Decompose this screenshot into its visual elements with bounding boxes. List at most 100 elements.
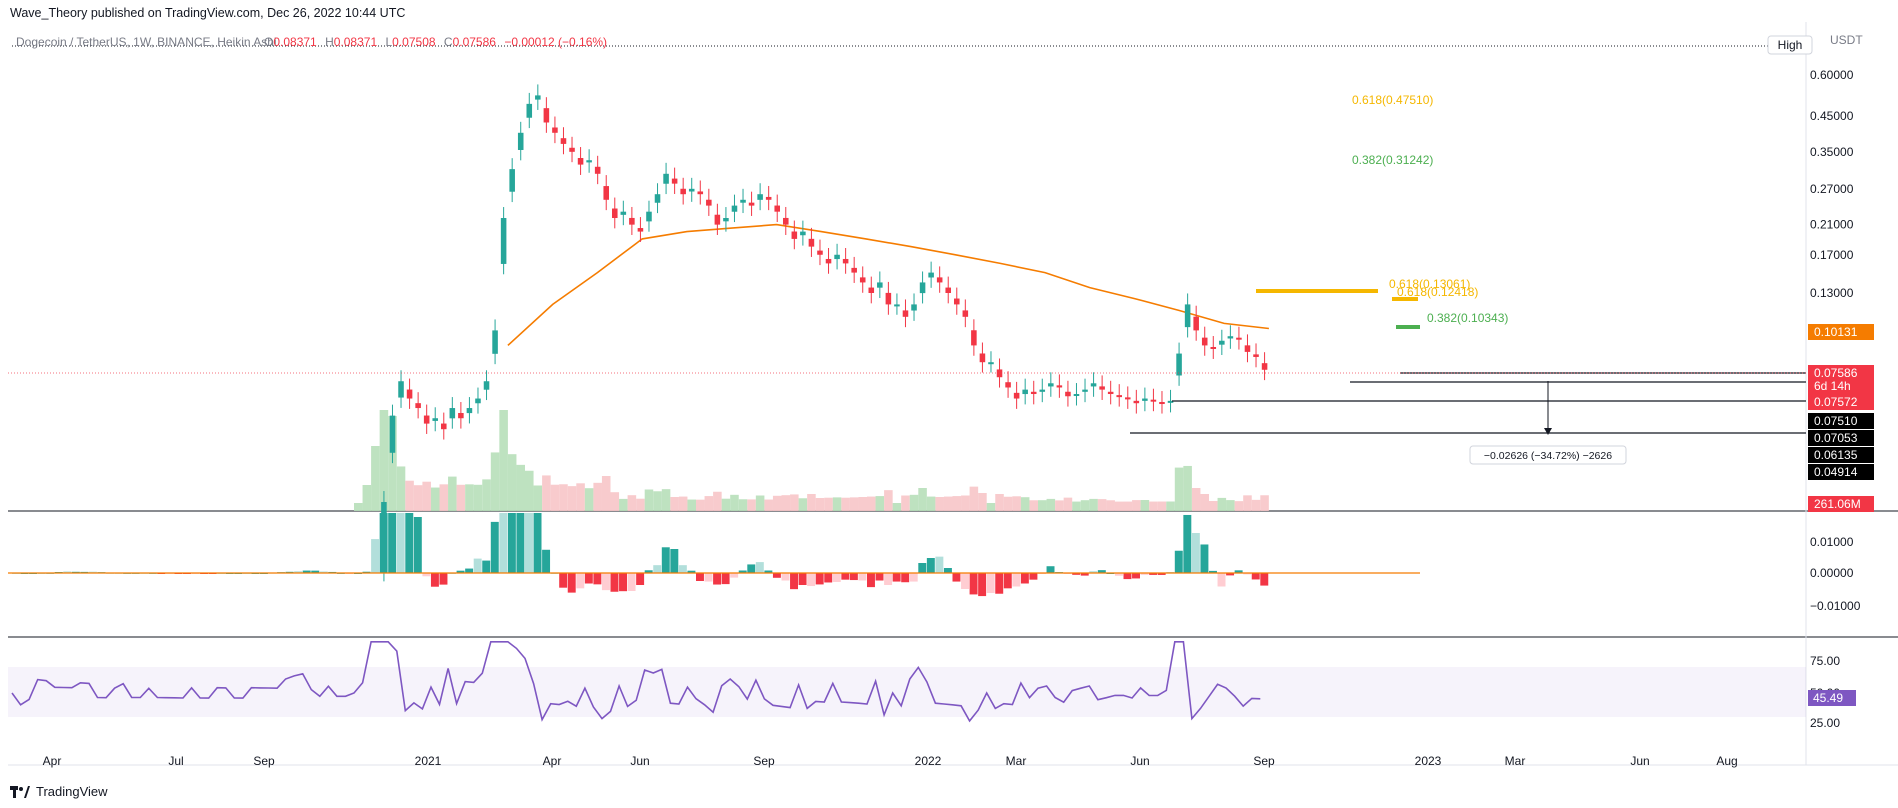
volume-bar (841, 497, 850, 511)
volume-bar (1191, 488, 1201, 511)
volume-bar (1260, 495, 1269, 511)
volume-bar (952, 496, 962, 511)
candle-body (1082, 389, 1088, 392)
candle-body (586, 160, 592, 163)
time-axis[interactable]: Apr Jul Sep 2021 Apr Jun Sep 2022 Mar Jun Sep 2023 M… (43, 754, 1738, 768)
candle-body (432, 418, 438, 421)
volume-bar (986, 503, 996, 511)
price-badge-label: 0.06135 (1814, 448, 1858, 462)
candle-body (954, 298, 960, 305)
price-tick-label: 0.45000 (1810, 109, 1854, 123)
macd-histogram-bar (627, 573, 636, 591)
volume-bar (781, 495, 791, 511)
volume-bar (1243, 495, 1252, 511)
volume-bar (422, 481, 431, 511)
candle-body (1227, 336, 1234, 339)
macd-histogram-bar (1140, 573, 1149, 575)
candle-body (928, 272, 934, 278)
macd-histogram-bar (319, 571, 328, 573)
macd-histogram-bar (884, 573, 893, 585)
time-tick-label: Apr (43, 754, 62, 768)
volume-bar (943, 496, 953, 511)
volume-bar (713, 491, 722, 511)
time-tick-label: Jun (1130, 754, 1149, 768)
volume-bar (1226, 500, 1235, 511)
volume-bar (670, 497, 679, 511)
volume-bar (430, 487, 440, 511)
volume-bar (1234, 501, 1244, 511)
fib-zone (1392, 297, 1418, 301)
macd-histogram-bar (849, 573, 858, 581)
rsi-series (11, 640, 1261, 723)
macd-histogram-bar (1114, 573, 1123, 576)
candle-body (406, 389, 413, 399)
macd-histogram-bar (730, 573, 739, 578)
macd-histogram-bar (824, 573, 833, 583)
candle-body (1176, 353, 1182, 376)
volume-bar (995, 494, 1004, 511)
macd-axis[interactable]: 0.01000 0.00000 −0.01000 (1810, 535, 1861, 613)
candle-body (415, 403, 421, 409)
legend-ohlc: O0.08371 H0.08371 L0.07508 C0.07586 −0.0… (264, 35, 607, 49)
candle-body (919, 282, 926, 294)
macd-histogram-bar (88, 571, 97, 573)
macd-histogram-bar (747, 564, 756, 573)
price-badge-label: 0.07510 (1814, 414, 1858, 428)
candle-body (1236, 337, 1242, 340)
candle-body (783, 217, 789, 225)
rsi-tick-label: 25.00 (1810, 716, 1840, 730)
candle-body (475, 398, 481, 404)
macd-histogram-bar (653, 565, 662, 573)
footer-brand[interactable]: TradingView (10, 784, 108, 799)
volume-bar (473, 484, 483, 511)
macd-histogram-bar (1226, 573, 1235, 576)
volume-bar (1029, 500, 1038, 511)
volume-bar (1132, 500, 1141, 511)
candle-body (1167, 400, 1174, 403)
time-tick-label: Mar (1505, 754, 1526, 768)
volume-bar (354, 503, 363, 511)
macd-histogram-bar (584, 573, 593, 584)
volume-bar (1046, 498, 1056, 511)
volume-bar (961, 495, 970, 511)
macd-histogram-bar (379, 513, 388, 573)
macd-histogram-bar (995, 573, 1004, 594)
volume-bar (721, 498, 731, 511)
time-tick-label: Sep (753, 754, 775, 768)
macd-histogram-bar (302, 570, 311, 573)
candle-body (936, 277, 943, 283)
volume-bar (405, 480, 414, 511)
macd-histogram-bar (1020, 573, 1029, 584)
price-tick-label: 0.27000 (1810, 182, 1854, 196)
candle-body (646, 211, 652, 222)
macd-histogram-bar (473, 558, 482, 573)
volume-bar (1114, 501, 1124, 511)
candle-body (423, 415, 430, 424)
horizontal-lines (1130, 372, 1806, 434)
macd-histogram-bar (781, 573, 790, 581)
macd-histogram-bar (1097, 570, 1106, 573)
price-badge-label: 0.07572 (1814, 395, 1858, 409)
volume-bar (601, 476, 611, 511)
time-tick-label: Mar (1006, 754, 1027, 768)
price-badge-label: 0.04914 (1814, 465, 1858, 479)
macd-histogram-bar (439, 573, 448, 585)
volume-bar (1251, 499, 1261, 511)
candle-body (808, 238, 815, 247)
fib-label: 0.618(0.12418) (1397, 285, 1478, 299)
volume-bar (525, 470, 534, 511)
price-axis[interactable]: 0.60000 0.45000 0.35000 0.27000 0.21000 0.170… (1810, 68, 1854, 300)
price-tick-label: 0.35000 (1810, 145, 1854, 159)
candle-body (1073, 394, 1080, 397)
macd-histogram-bar (661, 547, 670, 573)
price-badge-label: 0.07586 (1814, 366, 1858, 380)
volume-bar (790, 494, 799, 511)
candle-body (1184, 304, 1191, 328)
volume-bar (926, 496, 936, 511)
price-tick-label: 0.17000 (1810, 248, 1854, 262)
volume-bar (413, 485, 423, 511)
rsi-tick-label: 75.00 (1810, 654, 1840, 668)
macd-histogram-bar (943, 568, 952, 573)
